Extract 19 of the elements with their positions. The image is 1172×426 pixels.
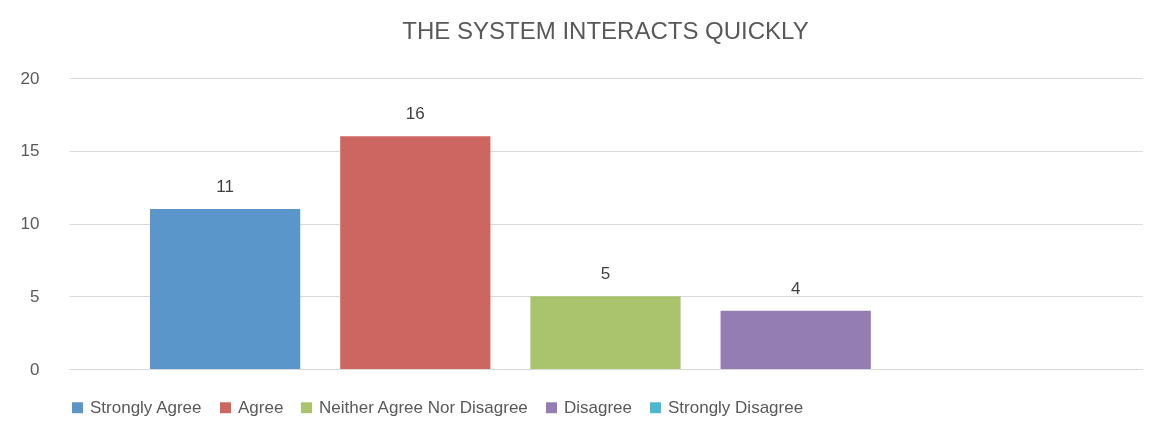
chart-title: THE SYSTEM INTERACTS QUICKLY — [402, 17, 809, 44]
legend-label: Disagree — [564, 397, 633, 417]
legend-label: Strongly Disagree — [668, 397, 804, 417]
data-label: 4 — [790, 278, 801, 298]
data-label: 11 — [216, 176, 234, 196]
legend-label: Strongly Agree — [90, 397, 202, 417]
y-tick-label: 0 — [30, 359, 40, 379]
y-tick-label: 5 — [30, 286, 40, 306]
data-label: 5 — [600, 264, 611, 284]
y-tick-label: 15 — [20, 141, 40, 161]
data-label: 16 — [405, 104, 425, 124]
bar — [720, 310, 871, 369]
bar — [149, 208, 301, 369]
legend-label: Agree — [238, 397, 284, 417]
bar — [340, 136, 491, 369]
y-tick-label: 10 — [20, 214, 40, 233]
y-tick-label: 20 — [20, 68, 40, 88]
legend-label: Neither Agree Nor Disagree — [319, 397, 528, 417]
bar — [530, 296, 681, 369]
